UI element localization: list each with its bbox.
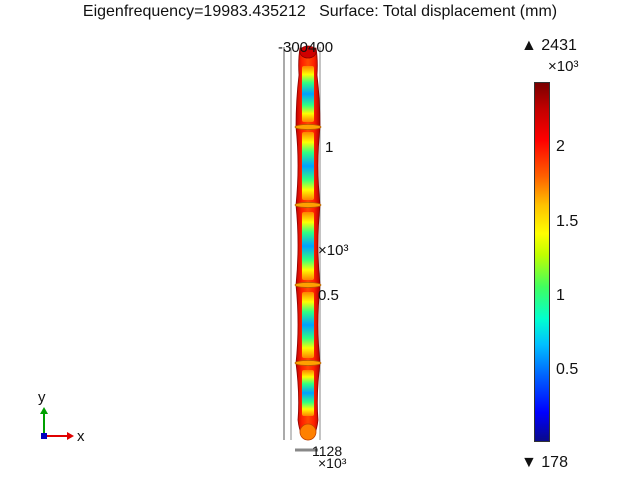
- colorbar-tick-1: 1: [556, 287, 565, 304]
- colorbar-unit-label: ×10³: [548, 58, 579, 75]
- bottom-multiplier-label: ×10³: [318, 455, 347, 471]
- x-arrow-icon: [67, 432, 74, 440]
- colorbar-min-label: ▼ 178: [521, 454, 568, 471]
- colorbar-tick-0.5: 0.5: [556, 361, 579, 378]
- axis-triad: x y: [38, 389, 85, 445]
- colorbar: [534, 82, 550, 442]
- top-overlap-label: -300400: [278, 39, 333, 56]
- tube-body: [295, 45, 321, 441]
- eigenfrequency-label: Eigenfrequency=19983.435212: [82, 3, 306, 20]
- colorbar-tick-1.5: 1.5: [556, 213, 579, 230]
- y-tick-1: 1: [325, 139, 333, 156]
- joint-rings: [294, 124, 322, 366]
- y-tick-0.5: 0.5: [318, 287, 339, 304]
- plot-title: Eigenfrequency=19983.435212 Surface: Tot…: [0, 3, 640, 21]
- triad-x-label: x: [77, 428, 85, 445]
- colorbar-max-label: ▲ 2431: [521, 37, 577, 54]
- surface-label: Surface: Total displacement (mm): [319, 3, 558, 20]
- colorbar-tick-2: 2: [556, 138, 565, 155]
- z-axis-icon: [41, 433, 47, 439]
- y-arrow-icon: [40, 407, 48, 414]
- triad-y-label: y: [38, 389, 46, 406]
- bottom-overlap-label: 1128: [312, 443, 342, 459]
- y-multiplier-label: ×10³: [318, 242, 348, 259]
